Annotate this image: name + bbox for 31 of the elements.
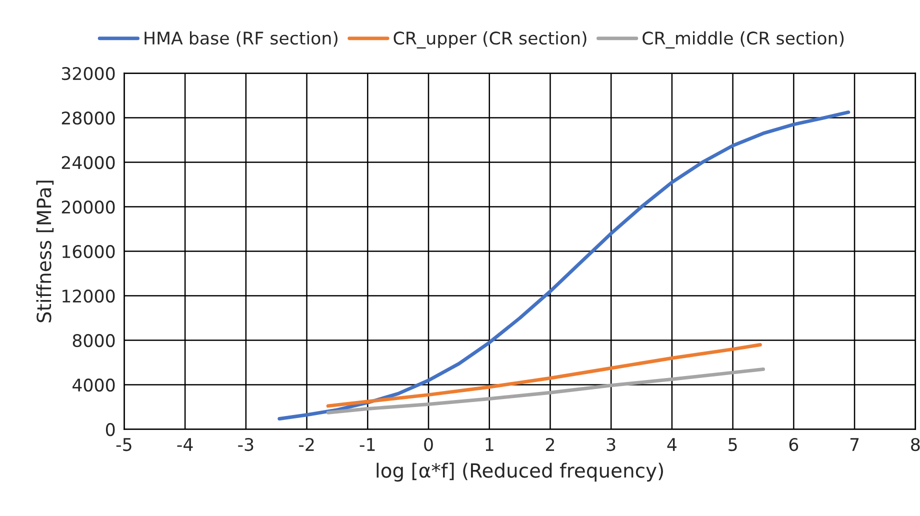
x-tick-label: -3 xyxy=(238,438,254,452)
legend-label: CR_upper (CR section) xyxy=(394,31,586,49)
legend-label: CR_middle (CR section) xyxy=(642,31,844,49)
x-tick-label: 3 xyxy=(606,438,616,452)
x-tick-label: 0 xyxy=(424,438,433,452)
x-tick-label: 2 xyxy=(546,438,554,451)
x-axis-title: log [α*f] (Reduced frequency) xyxy=(376,462,663,482)
line-series xyxy=(326,367,765,414)
x-tick-label: -4 xyxy=(177,438,193,451)
y-tick-label: 4000 xyxy=(72,378,115,392)
x-tick-label: 5 xyxy=(728,438,737,452)
x-tick-label: 4 xyxy=(667,438,677,451)
x-tick-label: -5 xyxy=(116,438,132,452)
y-tick-label: 20000 xyxy=(62,200,115,214)
y-tick-label: 24000 xyxy=(62,156,115,170)
line-series xyxy=(278,110,850,420)
legend-label: HMA base (RF section) xyxy=(144,31,338,47)
y-tick-label: 8000 xyxy=(72,334,115,348)
x-tick-label: 8 xyxy=(911,438,920,452)
y-tick-label: 32000 xyxy=(62,66,115,80)
y-tick-label: 16000 xyxy=(62,245,115,258)
y-tick-label: 12000 xyxy=(62,290,115,303)
y-tick-label: 0 xyxy=(106,423,115,436)
x-tick-label: 1 xyxy=(486,438,494,451)
x-tick-label: -1 xyxy=(360,438,375,451)
line-series xyxy=(326,343,762,408)
y-tick-label: 28000 xyxy=(62,111,115,125)
x-tick-label: 6 xyxy=(789,438,798,452)
y-axis-title: Stiffness [MPa] xyxy=(36,180,54,322)
x-tick-label: 7 xyxy=(850,438,859,451)
x-tick-label: -2 xyxy=(298,438,314,451)
